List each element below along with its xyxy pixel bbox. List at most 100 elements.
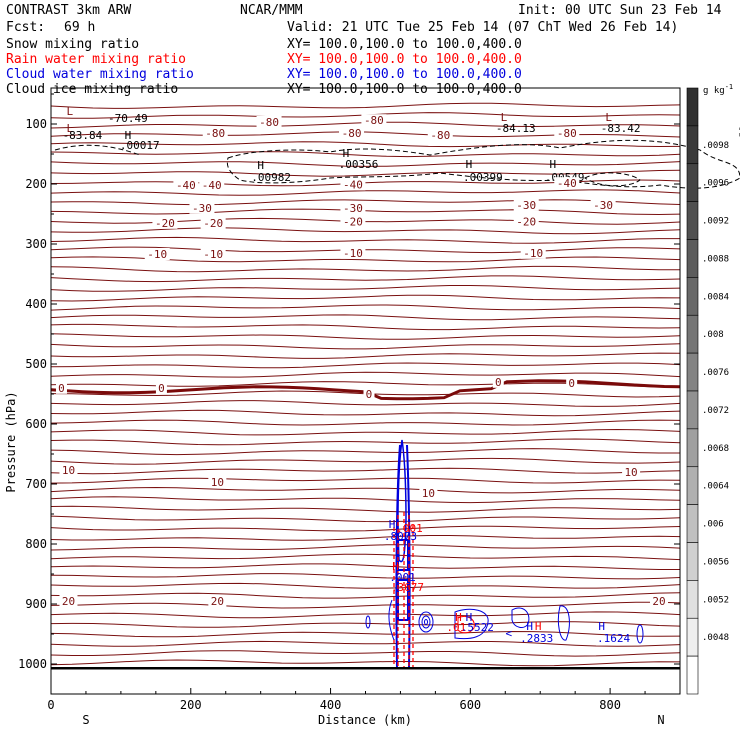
- colorbar-label: .0048: [702, 633, 729, 643]
- extremum-label: .001: [396, 522, 423, 535]
- contour-label-bg: [554, 126, 580, 139]
- contour-label-bg: [590, 198, 616, 211]
- model-title: CONTRAST 3km ARW: [6, 3, 131, 18]
- contour-label: -80: [205, 127, 225, 140]
- extremum-label: .001: [389, 571, 416, 584]
- colorbar-swatch: [686, 428, 699, 468]
- extremum-label: H: [125, 129, 132, 142]
- contour-label: -30: [516, 199, 536, 212]
- contour-line: [50, 582, 681, 589]
- cloud-water-cell-1b: [421, 615, 431, 629]
- colorbar-swatch: [686, 239, 699, 278]
- cloud-water-core-upper: [397, 539, 409, 571]
- cloud-water-column-top: [397, 439, 407, 563]
- contour-line: [50, 630, 681, 638]
- contour-line: [50, 457, 681, 465]
- colorbar-label: .0072: [702, 406, 729, 416]
- x-axis-label: Distance (km): [318, 713, 412, 727]
- contour-line: [50, 419, 681, 426]
- extremum-label: H: [389, 518, 396, 531]
- contour-line: [50, 544, 681, 551]
- contour-label-bg: [152, 216, 178, 229]
- direction-north: N: [657, 713, 664, 727]
- convective-column: [365, 439, 644, 669]
- colorbar-swatch: [686, 314, 699, 354]
- colorbar-swatch: [686, 87, 699, 127]
- contour-label-bg: [199, 179, 225, 191]
- contour-line: [50, 428, 681, 436]
- extremum-label: L: [67, 105, 74, 118]
- extremum-label: H: [549, 158, 556, 171]
- extremum-label: H: [392, 560, 399, 573]
- contour-line: [50, 151, 681, 158]
- contour-label: -80: [557, 127, 577, 140]
- y-tick-label: 700: [25, 477, 47, 491]
- contour-label: -20: [343, 216, 363, 229]
- contour-label: -30: [192, 202, 212, 215]
- extremum-label: .1624: [597, 632, 630, 645]
- contour-label: -80: [430, 129, 450, 142]
- contour-label: -80: [259, 116, 279, 129]
- contour-line: [50, 227, 681, 235]
- contour-label: 0: [58, 382, 65, 395]
- contour-line: [50, 102, 681, 109]
- contour-line: [50, 199, 681, 206]
- extremum-label: -83.42: [601, 122, 641, 135]
- contour-label-bg: [189, 201, 215, 214]
- contour-label: 10: [422, 487, 435, 500]
- y-tick-label: 500: [25, 357, 47, 371]
- y-tick-label: 300: [25, 237, 47, 251]
- contour-label: -20: [203, 217, 223, 230]
- contour-line: [50, 141, 681, 148]
- contour-label: -30: [593, 199, 613, 212]
- contour-label-bg: [200, 248, 226, 260]
- colorbar-label: .0088: [702, 254, 729, 264]
- contour-line: [50, 553, 681, 561]
- contour-label-bg: [55, 381, 67, 394]
- contour-line: [50, 314, 681, 321]
- contour-line: [50, 304, 681, 311]
- contour-line: [50, 573, 681, 580]
- contour-label-bg: [340, 178, 366, 191]
- contour-line: [50, 477, 681, 484]
- contour-label-bg: [208, 594, 227, 607]
- extremum-label: H: [466, 611, 473, 624]
- contour-label: -10: [343, 247, 363, 260]
- org-title: NCAR/MMM: [240, 3, 303, 18]
- contour-label-bg: [144, 248, 170, 260]
- contour-label: -80: [342, 127, 362, 140]
- extremum-label: H: [257, 159, 264, 172]
- extremum-label: H: [598, 620, 605, 633]
- colorbar-label: .0064: [702, 482, 729, 492]
- colorbar-swatch: [686, 201, 699, 240]
- y-axis-label: Pressure (hPa): [4, 391, 18, 492]
- contour-label-bg: [200, 216, 226, 229]
- extremum-label: .01: [446, 621, 466, 634]
- cloud-water-cell-6: [365, 615, 371, 629]
- contour-line: [50, 409, 681, 417]
- colorbar-label: .0052: [702, 595, 729, 605]
- colorbar-swatch: [686, 580, 699, 619]
- contour-line: [50, 285, 681, 292]
- extremum-label: .8073: [384, 530, 417, 543]
- field-label-cloud-water: Cloud water mixing ratio: [6, 67, 194, 82]
- cloud-water-cell-5: [636, 624, 644, 644]
- contour-label: 20: [652, 595, 665, 608]
- cloud-ice-contour-upper: [54, 139, 740, 189]
- contour-line: [50, 496, 681, 504]
- contour-line: [50, 659, 681, 667]
- y-tick-label: 900: [25, 597, 47, 611]
- contour-label-bg: [419, 486, 438, 499]
- valid-time: Valid: 21 UTC Tue 25 Feb 14 (07 ChT Wed …: [287, 20, 678, 35]
- colorbar-swatch: [686, 277, 699, 316]
- contour-label-bg: [340, 215, 366, 228]
- contour-label: -40: [343, 178, 363, 191]
- field-xy-rain: XY= 100.0,100.0 to 100.0,400.0: [287, 52, 522, 67]
- extremum-label: H: [466, 158, 473, 171]
- contour-line: [50, 169, 681, 177]
- x-tick-label: 400: [320, 698, 342, 712]
- contour-label: -40: [202, 179, 222, 192]
- contour-line: [50, 448, 680, 456]
- contour-label-bg: [566, 377, 578, 389]
